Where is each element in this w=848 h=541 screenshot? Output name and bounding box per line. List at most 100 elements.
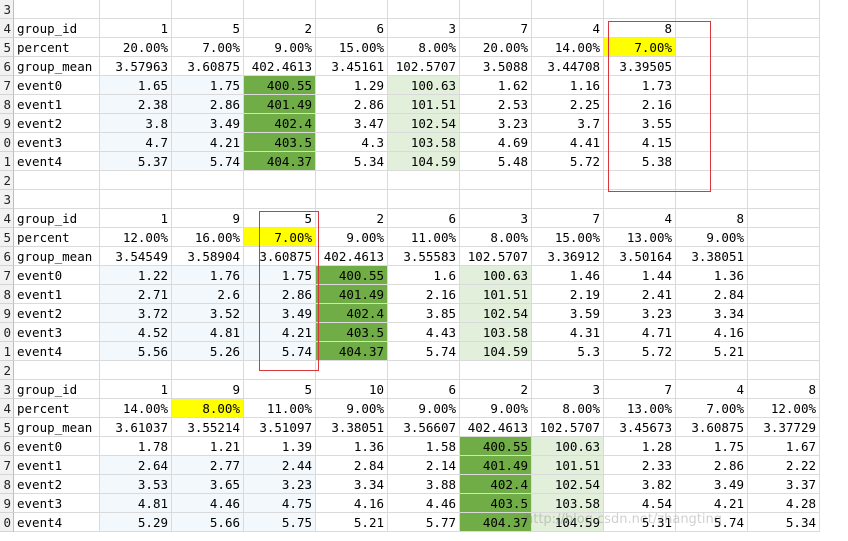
sheet-cell[interactable]: 1.67	[748, 437, 820, 456]
sheet-cell[interactable]: 3.50164	[604, 247, 676, 266]
sheet-cell[interactable]: 3	[532, 380, 604, 399]
sheet-cell[interactable]: 2.25	[532, 95, 604, 114]
sheet-cell[interactable]	[532, 171, 604, 190]
sheet-cell[interactable]: 13.00%	[604, 399, 676, 418]
sheet-cell[interactable]	[676, 0, 748, 19]
sheet-cell[interactable]: 2.16	[604, 95, 676, 114]
row-header[interactable]: 3	[0, 190, 14, 209]
sheet-cell[interactable]: 402.4613	[460, 418, 532, 437]
sheet-cell[interactable]: 5	[244, 209, 316, 228]
sheet-cell[interactable]: 3.55214	[172, 418, 244, 437]
sheet-cell[interactable]: 5.31	[604, 513, 676, 532]
sheet-cell[interactable]: 3.52	[172, 304, 244, 323]
sheet-cell[interactable]	[748, 114, 820, 133]
sheet-cell[interactable]: 4.43	[388, 323, 460, 342]
sheet-cell[interactable]: 400.55	[316, 266, 388, 285]
sheet-cell[interactable]: 4.3	[316, 133, 388, 152]
sheet-cell[interactable]: 1.36	[316, 437, 388, 456]
sheet-cell[interactable]: 1.21	[172, 437, 244, 456]
row-header[interactable]: 0	[0, 133, 14, 152]
sheet-cell[interactable]: 8.00%	[532, 399, 604, 418]
sheet-cell[interactable]: 2.19	[532, 285, 604, 304]
sheet-cell[interactable]: 15.00%	[316, 38, 388, 57]
sheet-cell[interactable]: event0	[14, 437, 100, 456]
sheet-cell[interactable]	[676, 171, 748, 190]
sheet-cell[interactable]: 3.23	[460, 114, 532, 133]
sheet-cell[interactable]: 9.00%	[316, 228, 388, 247]
sheet-cell[interactable]	[748, 133, 820, 152]
sheet-cell[interactable]: 1.62	[460, 76, 532, 95]
sheet-cell[interactable]: 4.81	[100, 494, 172, 513]
sheet-cell[interactable]	[748, 361, 820, 380]
row-header[interactable]: 5	[0, 228, 14, 247]
sheet-cell[interactable]	[748, 209, 820, 228]
sheet-cell[interactable]: 5.21	[676, 342, 748, 361]
sheet-cell[interactable]	[748, 95, 820, 114]
sheet-cell[interactable]	[388, 361, 460, 380]
sheet-cell[interactable]: 9.00%	[460, 399, 532, 418]
sheet-cell[interactable]: 3.45673	[604, 418, 676, 437]
sheet-cell[interactable]: 3.51097	[244, 418, 316, 437]
sheet-cell[interactable]: 3.65	[172, 475, 244, 494]
row-header[interactable]: 6	[0, 437, 14, 456]
sheet-cell[interactable]: 1.22	[100, 266, 172, 285]
sheet-cell[interactable]: 101.51	[388, 95, 460, 114]
sheet-cell[interactable]: 4.81	[172, 323, 244, 342]
sheet-cell[interactable]: 2.41	[604, 285, 676, 304]
sheet-cell[interactable]	[748, 0, 820, 19]
row-header[interactable]: 0	[0, 323, 14, 342]
row-header[interactable]: 7	[0, 266, 14, 285]
sheet-cell[interactable]: percent	[14, 399, 100, 418]
sheet-cell[interactable]: 404.37	[460, 513, 532, 532]
sheet-cell[interactable]	[244, 361, 316, 380]
sheet-cell[interactable]: 1.75	[172, 76, 244, 95]
sheet-cell[interactable]: event2	[14, 114, 100, 133]
sheet-cell[interactable]: 102.5707	[532, 418, 604, 437]
row-header[interactable]: 6	[0, 57, 14, 76]
sheet-cell[interactable]	[748, 38, 820, 57]
sheet-cell[interactable]: 4.71	[604, 323, 676, 342]
sheet-cell[interactable]: 5.74	[676, 513, 748, 532]
row-header[interactable]: 3	[0, 0, 14, 19]
sheet-cell[interactable]: 3.60875	[244, 247, 316, 266]
sheet-cell[interactable]	[244, 190, 316, 209]
sheet-cell[interactable]: 400.55	[460, 437, 532, 456]
row-header[interactable]: 0	[0, 513, 14, 532]
sheet-cell[interactable]: 4.16	[676, 323, 748, 342]
sheet-cell[interactable]: 102.54	[388, 114, 460, 133]
sheet-cell[interactable]: 1.76	[172, 266, 244, 285]
sheet-cell[interactable]: 3.60875	[172, 57, 244, 76]
sheet-cell[interactable]: group_id	[14, 380, 100, 399]
sheet-cell[interactable]	[748, 171, 820, 190]
sheet-cell[interactable]: 5.48	[460, 152, 532, 171]
sheet-cell[interactable]	[748, 19, 820, 38]
sheet-cell[interactable]: 2.77	[172, 456, 244, 475]
sheet-cell[interactable]: 9.00%	[316, 399, 388, 418]
sheet-cell[interactable]: 9.00%	[388, 399, 460, 418]
sheet-cell[interactable]: 4.46	[388, 494, 460, 513]
row-header[interactable]: 9	[0, 114, 14, 133]
sheet-cell[interactable]: 3.23	[604, 304, 676, 323]
sheet-cell[interactable]: 15.00%	[532, 228, 604, 247]
sheet-cell[interactable]: 3.45161	[316, 57, 388, 76]
sheet-cell[interactable]: group_mean	[14, 247, 100, 266]
sheet-cell[interactable]: 2.86	[316, 95, 388, 114]
sheet-cell[interactable]: 2.84	[316, 456, 388, 475]
sheet-cell[interactable]	[172, 190, 244, 209]
sheet-cell[interactable]: 10	[316, 380, 388, 399]
sheet-cell[interactable]	[676, 114, 748, 133]
sheet-cell[interactable]: 1.6	[388, 266, 460, 285]
sheet-cell[interactable]: 5.77	[388, 513, 460, 532]
sheet-cell[interactable]: 6	[316, 19, 388, 38]
sheet-cell[interactable]: percent	[14, 228, 100, 247]
sheet-cell[interactable]	[604, 0, 676, 19]
sheet-cell[interactable]: event4	[14, 513, 100, 532]
row-header[interactable]: 7	[0, 76, 14, 95]
sheet-cell[interactable]	[172, 0, 244, 19]
sheet-cell[interactable]: 5.74	[244, 342, 316, 361]
sheet-cell[interactable]: 103.58	[460, 323, 532, 342]
sheet-cell[interactable]: 12.00%	[100, 228, 172, 247]
sheet-cell[interactable]: group_id	[14, 209, 100, 228]
sheet-cell[interactable]: event3	[14, 133, 100, 152]
sheet-cell[interactable]: 2.71	[100, 285, 172, 304]
